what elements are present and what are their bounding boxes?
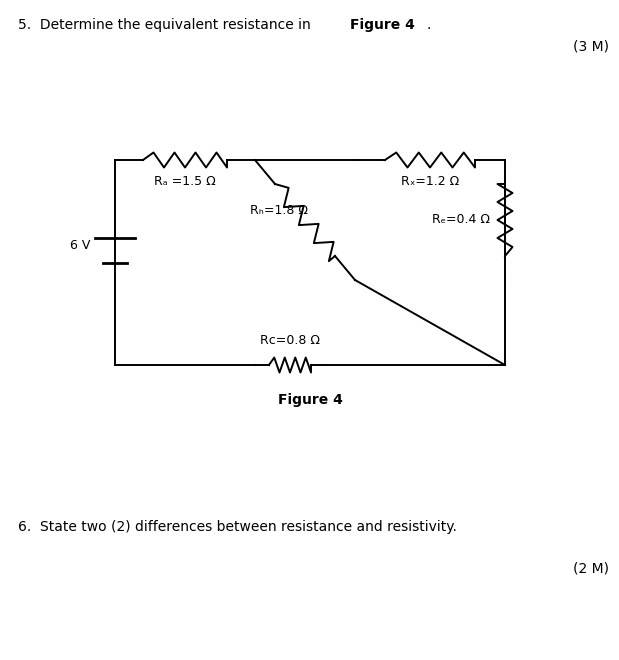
Text: Rₕ=1.8 Ω: Rₕ=1.8 Ω: [250, 203, 308, 216]
Text: Figure 4: Figure 4: [277, 393, 342, 407]
Text: .: .: [427, 18, 431, 32]
Text: Rₓ=1.2 Ω: Rₓ=1.2 Ω: [401, 175, 459, 188]
Text: (3 M): (3 M): [573, 40, 609, 54]
Text: 6.  State two (2) differences between resistance and resistivity.: 6. State two (2) differences between res…: [18, 520, 457, 534]
Text: 5.  Determine the equivalent resistance in: 5. Determine the equivalent resistance i…: [18, 18, 315, 32]
Text: (2 M): (2 M): [573, 562, 609, 576]
Text: Rₑ=0.4 Ω: Rₑ=0.4 Ω: [432, 213, 490, 226]
Text: Rₐ =1.5 Ω: Rₐ =1.5 Ω: [154, 175, 216, 188]
Text: Figure 4: Figure 4: [350, 18, 415, 32]
Text: 6 V: 6 V: [69, 239, 90, 251]
Text: Rᴄ=0.8 Ω: Rᴄ=0.8 Ω: [260, 334, 320, 347]
